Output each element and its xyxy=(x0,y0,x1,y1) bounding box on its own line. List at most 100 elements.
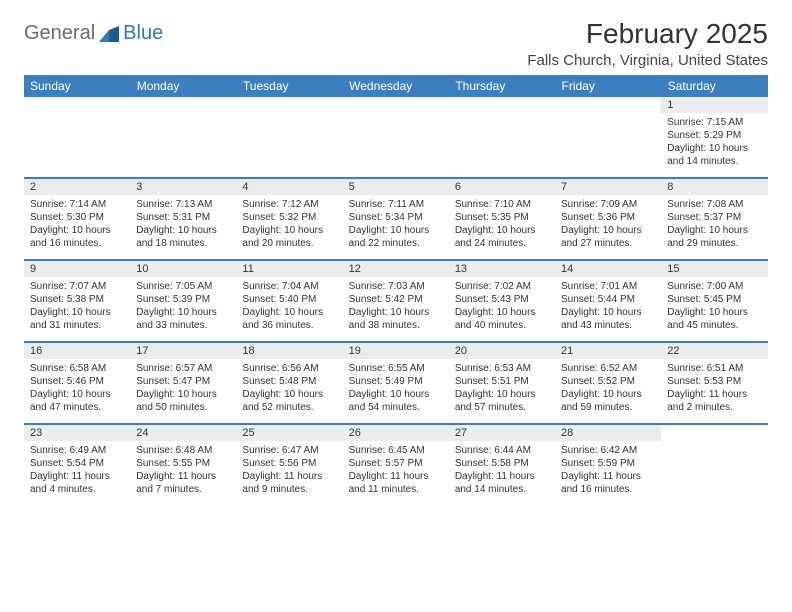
brand-text-1: General xyxy=(24,22,95,45)
sunset-text: Sunset: 5:49 PM xyxy=(349,375,443,388)
sunrise-text: Sunrise: 7:12 AM xyxy=(242,198,336,211)
day2-text: and 2 minutes. xyxy=(667,401,761,414)
day2-text: and 47 minutes. xyxy=(30,401,124,414)
day2-text: and 16 minutes. xyxy=(30,237,124,250)
day-content-cell: Sunrise: 6:55 AMSunset: 5:49 PMDaylight:… xyxy=(343,359,449,423)
day2-text: and 50 minutes. xyxy=(136,401,230,414)
day-content-cell: Sunrise: 6:44 AMSunset: 5:58 PMDaylight:… xyxy=(449,441,555,505)
day-content-cell: Sunrise: 7:10 AMSunset: 5:35 PMDaylight:… xyxy=(449,195,555,259)
day-number-cell: 5 xyxy=(343,179,449,195)
brand-text-2: Blue xyxy=(123,22,163,45)
day2-text: and 22 minutes. xyxy=(349,237,443,250)
day2-text: and 40 minutes. xyxy=(455,319,549,332)
day1-text: Daylight: 10 hours xyxy=(349,306,443,319)
day-content-cell: Sunrise: 7:07 AMSunset: 5:38 PMDaylight:… xyxy=(24,277,130,341)
day-content-cell: Sunrise: 6:45 AMSunset: 5:57 PMDaylight:… xyxy=(343,441,449,505)
day-content-cell: Sunrise: 7:01 AMSunset: 5:44 PMDaylight:… xyxy=(555,277,661,341)
day2-text: and 54 minutes. xyxy=(349,401,443,414)
sunrise-text: Sunrise: 6:53 AM xyxy=(455,362,549,375)
day1-text: Daylight: 10 hours xyxy=(136,224,230,237)
content-row: Sunrise: 7:07 AMSunset: 5:38 PMDaylight:… xyxy=(24,277,768,341)
day-number-cell: 17 xyxy=(130,343,236,359)
day1-text: Daylight: 10 hours xyxy=(242,388,336,401)
day2-text: and 24 minutes. xyxy=(455,237,549,250)
brand-logo: General Blue xyxy=(24,22,163,45)
day1-text: Daylight: 10 hours xyxy=(242,306,336,319)
day-content-cell: Sunrise: 7:15 AMSunset: 5:29 PMDaylight:… xyxy=(661,113,767,177)
day2-text: and 52 minutes. xyxy=(242,401,336,414)
day1-text: Daylight: 10 hours xyxy=(349,388,443,401)
day-content-cell: Sunrise: 7:13 AMSunset: 5:31 PMDaylight:… xyxy=(130,195,236,259)
sunset-text: Sunset: 5:36 PM xyxy=(561,211,655,224)
sunrise-text: Sunrise: 7:08 AM xyxy=(667,198,761,211)
sunrise-text: Sunrise: 7:00 AM xyxy=(667,280,761,293)
sunrise-text: Sunrise: 6:49 AM xyxy=(30,444,124,457)
day1-text: Daylight: 10 hours xyxy=(455,388,549,401)
sunset-text: Sunset: 5:32 PM xyxy=(242,211,336,224)
day2-text: and 59 minutes. xyxy=(561,401,655,414)
sunrise-text: Sunrise: 7:11 AM xyxy=(349,198,443,211)
sunset-text: Sunset: 5:55 PM xyxy=(136,457,230,470)
day-number-cell: 14 xyxy=(555,261,661,277)
sunset-text: Sunset: 5:42 PM xyxy=(349,293,443,306)
day2-text: and 20 minutes. xyxy=(242,237,336,250)
day-content-cell xyxy=(236,113,342,177)
day1-text: Daylight: 11 hours xyxy=(30,470,124,483)
day2-text: and 14 minutes. xyxy=(667,155,761,168)
day-number-cell: 23 xyxy=(24,425,130,441)
day-header: Thursday xyxy=(449,75,555,97)
day-content-cell xyxy=(24,113,130,177)
day-header-row: SundayMondayTuesdayWednesdayThursdayFrid… xyxy=(24,75,768,97)
day1-text: Daylight: 11 hours xyxy=(242,470,336,483)
sunset-text: Sunset: 5:47 PM xyxy=(136,375,230,388)
day-content-cell: Sunrise: 7:14 AMSunset: 5:30 PMDaylight:… xyxy=(24,195,130,259)
sunrise-text: Sunrise: 7:02 AM xyxy=(455,280,549,293)
day1-text: Daylight: 10 hours xyxy=(561,224,655,237)
day1-text: Daylight: 10 hours xyxy=(455,306,549,319)
day1-text: Daylight: 10 hours xyxy=(561,388,655,401)
daynum-row: 232425262728 xyxy=(24,425,768,441)
day1-text: Daylight: 11 hours xyxy=(667,388,761,401)
sunset-text: Sunset: 5:39 PM xyxy=(136,293,230,306)
day-number-cell: 20 xyxy=(449,343,555,359)
content-row: Sunrise: 6:58 AMSunset: 5:46 PMDaylight:… xyxy=(24,359,768,423)
day1-text: Daylight: 11 hours xyxy=(561,470,655,483)
daynum-row: 9101112131415 xyxy=(24,261,768,277)
day1-text: Daylight: 10 hours xyxy=(30,388,124,401)
day-header: Friday xyxy=(555,75,661,97)
day-content-cell: Sunrise: 7:05 AMSunset: 5:39 PMDaylight:… xyxy=(130,277,236,341)
day-content-cell: Sunrise: 7:00 AMSunset: 5:45 PMDaylight:… xyxy=(661,277,767,341)
day1-text: Daylight: 10 hours xyxy=(561,306,655,319)
day-number-cell xyxy=(555,97,661,113)
content-row: Sunrise: 7:15 AMSunset: 5:29 PMDaylight:… xyxy=(24,113,768,177)
day1-text: Daylight: 10 hours xyxy=(667,142,761,155)
day-content-cell: Sunrise: 7:08 AMSunset: 5:37 PMDaylight:… xyxy=(661,195,767,259)
day-content-cell xyxy=(343,113,449,177)
day-header: Tuesday xyxy=(236,75,342,97)
day2-text: and 27 minutes. xyxy=(561,237,655,250)
sunset-text: Sunset: 5:40 PM xyxy=(242,293,336,306)
sunset-text: Sunset: 5:38 PM xyxy=(30,293,124,306)
day-number-cell: 21 xyxy=(555,343,661,359)
day-number-cell: 28 xyxy=(555,425,661,441)
sunrise-text: Sunrise: 6:55 AM xyxy=(349,362,443,375)
day-content-cell: Sunrise: 7:09 AMSunset: 5:36 PMDaylight:… xyxy=(555,195,661,259)
day-content-cell: Sunrise: 6:53 AMSunset: 5:51 PMDaylight:… xyxy=(449,359,555,423)
day-content-cell xyxy=(449,113,555,177)
day-number-cell: 6 xyxy=(449,179,555,195)
daynum-row: 2345678 xyxy=(24,179,768,195)
day-number-cell: 15 xyxy=(661,261,767,277)
day-number-cell xyxy=(236,97,342,113)
day1-text: Daylight: 10 hours xyxy=(242,224,336,237)
sunrise-text: Sunrise: 6:56 AM xyxy=(242,362,336,375)
sunset-text: Sunset: 5:57 PM xyxy=(349,457,443,470)
sunrise-text: Sunrise: 7:14 AM xyxy=(30,198,124,211)
day-number-cell: 24 xyxy=(130,425,236,441)
sunrise-text: Sunrise: 6:47 AM xyxy=(242,444,336,457)
sunrise-text: Sunrise: 7:13 AM xyxy=(136,198,230,211)
sunset-text: Sunset: 5:44 PM xyxy=(561,293,655,306)
sunrise-text: Sunrise: 7:01 AM xyxy=(561,280,655,293)
day-number-cell: 9 xyxy=(24,261,130,277)
day-number-cell: 13 xyxy=(449,261,555,277)
sunrise-text: Sunrise: 6:48 AM xyxy=(136,444,230,457)
